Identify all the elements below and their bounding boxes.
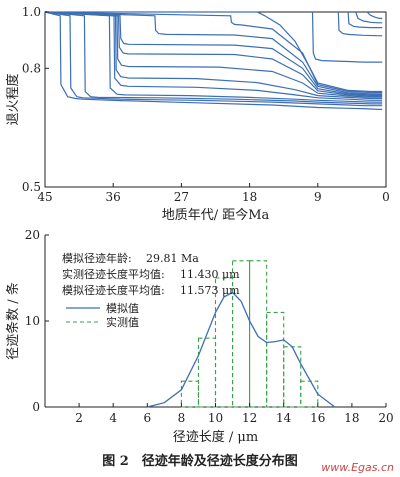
annotation-block: 模拟径迹年龄: 29.81 Ma 实测径迹长度平均值: 11.430 μm 模拟径迹长度… (62, 251, 240, 297)
track-length-x-tick-label: 20 (378, 411, 393, 425)
annealing-curve-15 (347, 11, 383, 29)
track-length-y-axis-label: 径迹条数 / 条 (5, 282, 21, 360)
annealing-curve-6 (44, 11, 383, 100)
annealing-curve-10 (44, 11, 383, 95)
track-length-y-tick-label: 10 (25, 314, 40, 328)
annealing-x-tick-label: 36 (106, 190, 121, 204)
annealing-ticks: 45 36 27 18 9 0 0.5 0.8 1.0 (22, 5, 390, 204)
measured-bar (214, 277, 234, 408)
annealing-curve-13 (311, 11, 383, 63)
annealing-chart: 45 36 27 18 9 0 0.5 0.8 1.0 地质年代/ 距今Ma 退火程度 (5, 5, 390, 223)
track-length-x-tick-label: 6 (143, 411, 151, 425)
annealing-x-tick-label: 0 (382, 190, 390, 204)
annealing-x-tick-label: 27 (174, 190, 189, 204)
annealing-x-tick-label: 18 (242, 190, 257, 204)
annealing-curve-9 (44, 11, 383, 96)
annealing-curve-14 (337, 11, 383, 37)
annotation-value: 11.573 μm (180, 284, 240, 297)
annealing-curve-8 (44, 11, 383, 97)
simulated-curve (147, 291, 336, 408)
annotation-value: 29.81 Ma (146, 252, 199, 265)
measured-bar (266, 311, 285, 408)
track-length-x-tick-label: 16 (310, 411, 325, 425)
annealing-x-axis-label: 地质年代/ 距今Ma (162, 207, 270, 223)
measured-bar (300, 380, 319, 408)
track-length-x-tick-label: 14 (276, 411, 292, 425)
annotation-value: 11.430 μm (180, 268, 240, 281)
track-length-y-tick-label: 0 (32, 400, 40, 414)
annealing-curve-4 (44, 11, 383, 103)
legend-label: 模拟值 (106, 301, 139, 315)
annealing-curve-11 (44, 11, 383, 94)
track-length-x-tick-label: 8 (178, 411, 186, 425)
annealing-curve-17 (366, 11, 383, 19)
measured-bar (249, 260, 268, 408)
annealing-curve-16 (355, 11, 383, 24)
figure-caption: 图 2 径迹年龄及径迹长度分布图 (102, 453, 298, 469)
annealing-curve-5 (44, 11, 383, 101)
watermark: www.Egas.cn (321, 461, 394, 474)
track-length-x-tick-label: 12 (242, 411, 257, 425)
track-length-x-axis-label: 径迹长度 / μm (173, 429, 258, 445)
annealing-curves (44, 11, 383, 110)
annotation-label: 实测径迹长度平均值: (62, 267, 165, 281)
track-length-chart: 2 4 6 8 10 12 14 16 18 20 0 10 20 模拟径迹年龄: 29.81 Ma 实测径… (5, 228, 394, 445)
track-length-x-tick-label: 2 (75, 411, 83, 425)
annealing-x-tick-label: 9 (314, 190, 322, 204)
annotation-label: 模拟径迹长度平均值: (62, 283, 165, 297)
annealing-y-tick-label: 1.0 (22, 5, 41, 19)
measured-histogram (180, 260, 319, 408)
annealing-curve-3 (44, 11, 383, 105)
annealing-curve-2 (44, 11, 383, 107)
annealing-y-tick-label: 0.8 (22, 61, 41, 75)
annealing-y-tick-label: 0.5 (22, 180, 41, 194)
annotation-label: 模拟径迹年龄: (62, 251, 132, 265)
track-length-x-tick-label: 4 (109, 411, 117, 425)
measured-bar (232, 260, 251, 408)
annealing-curve-7 (44, 11, 383, 98)
track-length-ticks: 2 4 6 8 10 12 14 16 18 20 0 10 20 (25, 228, 394, 425)
track-length-x-tick-label: 18 (344, 411, 359, 425)
track-length-x-tick-label: 10 (208, 411, 223, 425)
annealing-y-axis-label: 退火程度 (5, 73, 21, 125)
annealing-x-tick-label: 45 (37, 190, 52, 204)
annealing-curve-1 (44, 11, 383, 110)
legend-label: 实测值 (106, 315, 139, 329)
annealing-curve-12 (45, 11, 383, 93)
track-length-y-tick-label: 20 (25, 228, 40, 242)
measured-bar (283, 346, 302, 408)
